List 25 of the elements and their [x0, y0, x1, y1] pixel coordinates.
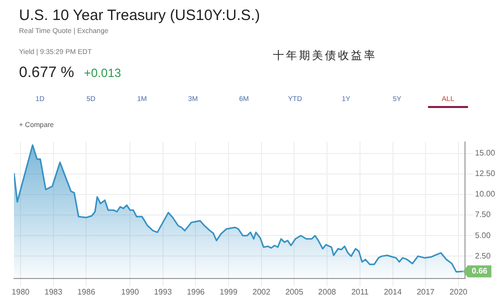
x-tick-label: 1999 — [220, 287, 238, 296]
x-tick-label: 2014 — [384, 287, 402, 296]
chart-title: U.S. 10 Year Treasury (US10Y:U.S.) — [19, 7, 260, 24]
x-tick-label: 2008 — [318, 287, 337, 296]
y-tick-label: 2.50 — [475, 251, 492, 260]
y-tick-label: 10.00 — [475, 190, 496, 199]
x-tick-label: 2020 — [450, 287, 468, 296]
text: +0.013 — [84, 66, 122, 80]
x-tick-label: 1993 — [154, 287, 172, 296]
x-tick-label: 1986 — [77, 287, 96, 296]
x-tick-label: 1980 — [12, 287, 30, 296]
annotation: 0.66 — [472, 266, 488, 276]
x-tick-label: 1983 — [44, 287, 63, 296]
x-tick-label: 1990 — [121, 287, 140, 296]
x-tick-label: 2017 — [416, 287, 436, 296]
x-tick-label: 2002 — [252, 287, 271, 296]
y-tick-label: 7.50 — [475, 210, 492, 220]
x-tick-label: 2005 — [285, 287, 304, 296]
x-tick-label: 1996 — [186, 287, 206, 296]
text: 0.677 % — [19, 64, 74, 81]
x-tick-label: 2011 — [351, 287, 370, 296]
y-tick-label: 12.50 — [475, 169, 496, 178]
y-tick-label: 15.00 — [475, 148, 496, 158]
text: 十年期美债收益率 — [273, 48, 377, 63]
y-tick-label: 5.00 — [475, 230, 492, 240]
